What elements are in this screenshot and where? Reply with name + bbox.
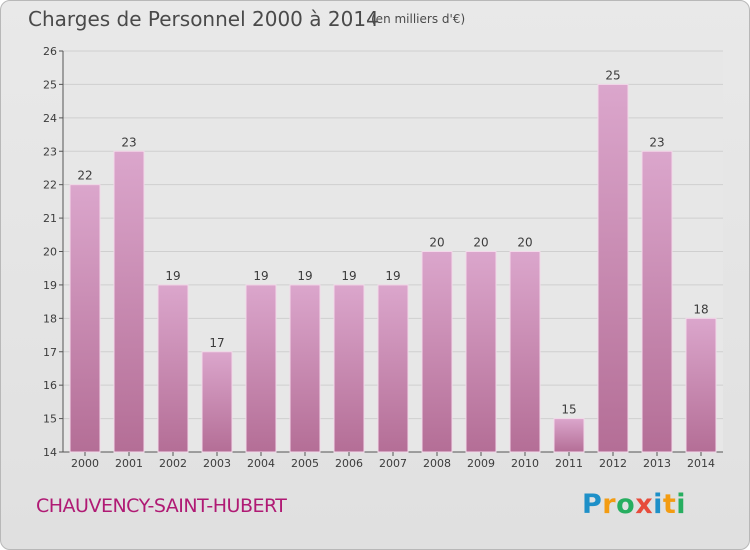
x-tick-label-2004: 2004 xyxy=(247,457,275,470)
data-label-2008: 20 xyxy=(429,236,444,250)
y-tick-label: 17 xyxy=(43,346,57,359)
data-label-2004: 19 xyxy=(253,269,268,283)
data-label-2011: 15 xyxy=(561,403,576,417)
bar-2000 xyxy=(69,184,101,453)
x-tick-label-2005: 2005 xyxy=(291,457,319,470)
bar-2001 xyxy=(113,150,145,453)
x-tick-label-2003: 2003 xyxy=(203,457,231,470)
x-tick-label-2009: 2009 xyxy=(467,457,495,470)
data-label-2007: 19 xyxy=(385,269,400,283)
y-tick-label: 15 xyxy=(43,413,57,426)
x-tick-label-2000: 2000 xyxy=(71,457,99,470)
data-label-2014: 18 xyxy=(693,302,708,316)
data-label-2005: 19 xyxy=(297,269,312,283)
logo-letter: o xyxy=(616,489,636,520)
x-tick-label-2007: 2007 xyxy=(379,457,407,470)
y-tick-label: 22 xyxy=(43,179,57,192)
y-tick-label: 19 xyxy=(43,279,57,292)
x-tick-label-2008: 2008 xyxy=(423,457,451,470)
bar-2011 xyxy=(553,418,585,453)
y-tick-label: 20 xyxy=(43,246,57,259)
y-tick-label: 21 xyxy=(43,212,57,225)
bar-2009 xyxy=(465,251,497,453)
data-label-2009: 20 xyxy=(473,236,488,250)
x-tick-label-2010: 2010 xyxy=(511,457,539,470)
data-label-2012: 25 xyxy=(605,68,620,82)
data-label-2003: 17 xyxy=(209,336,224,350)
data-label-2002: 19 xyxy=(165,269,180,283)
bar-2013 xyxy=(641,150,673,453)
bar-2008 xyxy=(421,251,453,453)
bar-2007 xyxy=(377,284,409,453)
y-tick-label: 26 xyxy=(43,45,57,58)
logo-letter: i xyxy=(676,489,687,520)
bar-2012 xyxy=(597,83,629,453)
bar-2014 xyxy=(685,317,717,453)
logo-letter: x xyxy=(635,489,654,520)
commune-name: CHAUVENCY-SAINT-HUBERT xyxy=(36,495,287,517)
x-tick-label-2013: 2013 xyxy=(643,457,671,470)
y-tick-label: 25 xyxy=(43,78,57,91)
data-label-2010: 20 xyxy=(517,236,532,250)
logo-letter: t xyxy=(662,489,677,520)
y-tick-label: 24 xyxy=(43,112,57,125)
bar-2010 xyxy=(509,251,541,453)
x-tick-label-2012: 2012 xyxy=(599,457,627,470)
y-tick-label: 23 xyxy=(43,145,57,158)
bar-2006 xyxy=(333,284,365,453)
bar-2004 xyxy=(245,284,277,453)
logo-letter: i xyxy=(653,489,663,520)
bar-2003 xyxy=(201,351,233,453)
y-tick-label: 14 xyxy=(43,446,57,459)
y-tick-label: 18 xyxy=(43,312,57,325)
chart-subtitle: (en milliers d'€) xyxy=(371,12,466,26)
y-tick-label: 16 xyxy=(43,379,57,392)
bar-2005 xyxy=(289,284,321,453)
bar-2002 xyxy=(157,284,189,453)
x-tick-label-2014: 2014 xyxy=(687,457,715,470)
logo-letter: r xyxy=(602,489,617,520)
x-tick-label-2006: 2006 xyxy=(335,457,363,470)
logo-letter: P xyxy=(582,489,603,520)
data-label-2001: 23 xyxy=(121,135,136,149)
data-label-2000: 22 xyxy=(77,169,92,183)
x-tick-label-2011: 2011 xyxy=(555,457,583,470)
proxiti-logo[interactable]: Proxiti xyxy=(582,489,686,520)
x-tick-label-2001: 2001 xyxy=(115,457,143,470)
data-label-2013: 23 xyxy=(649,135,664,149)
data-label-2006: 19 xyxy=(341,269,356,283)
x-tick-label-2002: 2002 xyxy=(159,457,187,470)
chart-title: Charges de Personnel 2000 à 2014 xyxy=(28,7,379,31)
